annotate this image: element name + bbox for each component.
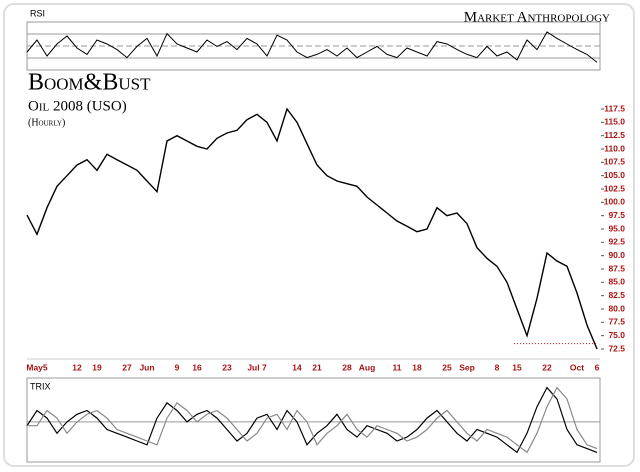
data-line bbox=[26, 107, 598, 350]
trix-title: TRIX bbox=[30, 381, 51, 391]
y-tick-label: 75.0 bbox=[608, 330, 625, 340]
y-tick-label: 107.5 bbox=[604, 157, 626, 167]
y-tick-label: 95.0 bbox=[608, 223, 625, 233]
x-tick-label: 18 bbox=[412, 362, 422, 372]
data-line bbox=[27, 386, 598, 454]
y-tick-label: 115.0 bbox=[604, 117, 625, 127]
x-tick-label: 9 bbox=[175, 362, 180, 372]
y-tick-label: 92.5 bbox=[608, 237, 625, 247]
frame bbox=[3, 3, 635, 467]
brand: Market Anthropology bbox=[464, 9, 610, 25]
x-tick-label: 28 bbox=[342, 362, 352, 372]
chart-title: Boom&Bust bbox=[28, 70, 151, 96]
rsi-title: RSI bbox=[30, 8, 45, 18]
y-tick-label: 97.5 bbox=[608, 210, 625, 220]
x-tick-label: Jul 7 bbox=[247, 362, 267, 372]
x-tick-label: 25 bbox=[442, 362, 452, 372]
x-tick-label: 6 bbox=[595, 362, 600, 372]
x-tick-label: 27 bbox=[122, 362, 132, 372]
x-tick-label: 21 bbox=[312, 362, 322, 372]
x-tick-label: 8 bbox=[495, 362, 500, 372]
x-tick-label: 15 bbox=[512, 362, 522, 372]
x-tick-label: 11 bbox=[393, 362, 402, 372]
y-tick-label: 112.5 bbox=[604, 130, 625, 140]
y-tick-label: 80.0 bbox=[608, 303, 625, 313]
y-tick-label: 90.0 bbox=[608, 250, 625, 260]
x-tick-label: 22 bbox=[542, 362, 552, 372]
chart-subtitle: Oil 2008 (USO) bbox=[28, 98, 127, 114]
y-tick-label: 85.0 bbox=[608, 277, 625, 287]
y-tick-label: 110.0 bbox=[604, 143, 625, 153]
y-tick-label: 72.5 bbox=[608, 343, 625, 353]
y-tick-label: 82.5 bbox=[608, 290, 625, 300]
x-tick-label: Aug bbox=[359, 362, 376, 372]
x-tick-label: May5 bbox=[26, 362, 48, 372]
data-line bbox=[26, 31, 598, 63]
y-tick-label: 102.5 bbox=[604, 183, 626, 193]
x-tick-label: 19 bbox=[92, 362, 102, 372]
data-line bbox=[26, 386, 598, 454]
x-tick-label: 16 bbox=[192, 362, 202, 372]
x-tick-label: 23 bbox=[222, 362, 232, 372]
x-tick-label: Sep bbox=[459, 362, 475, 372]
x-tick-label: 14 bbox=[292, 362, 302, 372]
y-tick-label: 87.5 bbox=[608, 263, 625, 273]
trix-frame bbox=[26, 377, 601, 463]
x-tick-label: Jun bbox=[139, 362, 154, 372]
x-tick-label: 12 bbox=[72, 362, 82, 372]
y-tick-label: 117.5 bbox=[604, 103, 625, 113]
y-tick-label: 77.5 bbox=[608, 317, 625, 327]
y-tick-label: 100.0 bbox=[604, 197, 626, 207]
y-tick-label: 105.0 bbox=[604, 170, 626, 180]
chart-note: (Hourly) bbox=[28, 117, 65, 128]
x-tick-label: Oct bbox=[570, 362, 584, 372]
